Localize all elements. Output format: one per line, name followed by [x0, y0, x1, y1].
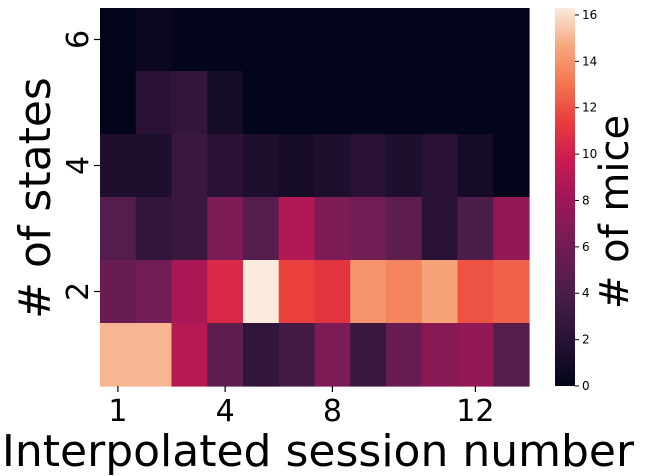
y-axis-ticks: 2 4 6	[61, 30, 100, 301]
heatmap-cell	[100, 8, 137, 72]
heatmap-cell	[278, 197, 316, 261]
heatmap-cell	[243, 134, 280, 198]
heatmap-cell	[350, 134, 387, 198]
colorbar-tick-label: 0	[582, 379, 590, 393]
heatmap-cell	[350, 197, 387, 261]
y-tick-label: 2	[61, 282, 96, 301]
y-tick-label: 4	[61, 156, 96, 175]
x-tick-label: 1	[108, 394, 127, 429]
heatmap-cell	[457, 260, 494, 324]
heatmap-cell	[100, 323, 137, 387]
heatmap-cell	[350, 8, 387, 72]
heatmap-cell	[135, 134, 173, 198]
heatmap-cell	[421, 260, 459, 324]
colorbar-tick-label: 10	[582, 147, 597, 161]
heatmap-cell	[171, 197, 208, 261]
x-tick-label: 12	[456, 394, 494, 429]
heatmap-cell	[100, 197, 137, 261]
heatmap-cell	[171, 134, 208, 198]
heatmap-cell	[278, 71, 316, 135]
heatmap-cell	[457, 197, 494, 261]
heatmap-cell	[100, 134, 137, 198]
heatmap-cell	[386, 260, 423, 324]
heatmap-cell	[207, 8, 244, 72]
colorbar	[555, 8, 575, 386]
heatmap-cell	[493, 8, 530, 72]
heatmap-cell	[243, 197, 280, 261]
heatmap-cell	[457, 323, 494, 387]
colorbar-title: # of mice	[592, 115, 638, 309]
x-axis-title: Interpolated session number	[2, 426, 635, 476]
heatmap-cell	[278, 323, 316, 387]
x-tick-label: 4	[216, 394, 235, 429]
heatmap-cell	[314, 8, 351, 72]
heatmap-cell	[314, 134, 351, 198]
colorbar-tick-label: 6	[582, 240, 590, 254]
colorbar-tick-label: 14	[582, 54, 597, 68]
heatmap-cell	[100, 260, 137, 324]
y-axis-title: # of states	[10, 77, 61, 319]
colorbar-tick-label: 4	[582, 286, 590, 300]
heatmap-cell	[493, 71, 530, 135]
x-axis-ticks: 1 4 8 12	[108, 386, 494, 429]
heatmap-cell	[457, 134, 494, 198]
heatmap-cell	[171, 323, 208, 387]
heatmap-cell	[207, 260, 244, 324]
colorbar-ticks: 0 2 4 6 8 10 12 14 16	[575, 8, 597, 393]
colorbar-tick-label: 8	[582, 193, 590, 207]
heatmap-cell	[386, 8, 423, 72]
heatmap-cell	[421, 8, 459, 72]
heatmap-cell	[421, 134, 459, 198]
heatmap-cell	[171, 8, 208, 72]
heatmap-cells	[100, 8, 530, 387]
heatmap-cell	[386, 71, 423, 135]
y-tick-label: 6	[61, 30, 96, 49]
x-tick-label: 8	[323, 394, 342, 429]
heatmap-cell	[314, 197, 351, 261]
heatmap-cell	[135, 8, 173, 72]
heatmap-cell	[314, 323, 351, 387]
heatmap-cell	[243, 260, 280, 324]
heatmap-cell	[350, 260, 387, 324]
heatmap-cell	[243, 8, 280, 72]
heatmap-cell	[386, 134, 423, 198]
heatmap-cell	[350, 323, 387, 387]
heatmap-cell	[493, 260, 530, 324]
heatmap-cell	[493, 197, 530, 261]
heatmap-cell	[278, 260, 316, 324]
heatmap-cell	[135, 260, 173, 324]
heatmap-cell	[421, 323, 459, 387]
heatmap-cell	[314, 260, 351, 324]
heatmap-cell	[207, 197, 244, 261]
heatmap-cell	[350, 71, 387, 135]
heatmap-cell	[278, 8, 316, 72]
heatmap-cell	[207, 134, 244, 198]
colorbar-tick-label: 16	[582, 8, 597, 22]
heatmap-cell	[135, 71, 173, 135]
heatmap-cell	[457, 8, 494, 72]
heatmap-cell	[135, 323, 173, 387]
heatmap-cell	[171, 71, 208, 135]
heatmap-cell	[207, 71, 244, 135]
heatmap-cell	[278, 134, 316, 198]
heatmap-cell	[314, 71, 351, 135]
heatmap-cell	[207, 323, 244, 387]
heatmap-cell	[457, 71, 494, 135]
heatmap-cell	[243, 71, 280, 135]
heatmap-cell	[493, 134, 530, 198]
heatmap-cell	[386, 323, 423, 387]
colorbar-tick-label: 2	[582, 333, 590, 347]
heatmap-cell	[421, 197, 459, 261]
heatmap-cell	[243, 323, 280, 387]
heatmap-cell	[493, 323, 530, 387]
heatmap-cell	[171, 260, 208, 324]
heatmap-cell	[386, 197, 423, 261]
colorbar-tick-label: 12	[582, 101, 597, 115]
heatmap-cell	[100, 71, 137, 135]
heatmap-cell	[421, 71, 459, 135]
heatmap-cell	[135, 197, 173, 261]
